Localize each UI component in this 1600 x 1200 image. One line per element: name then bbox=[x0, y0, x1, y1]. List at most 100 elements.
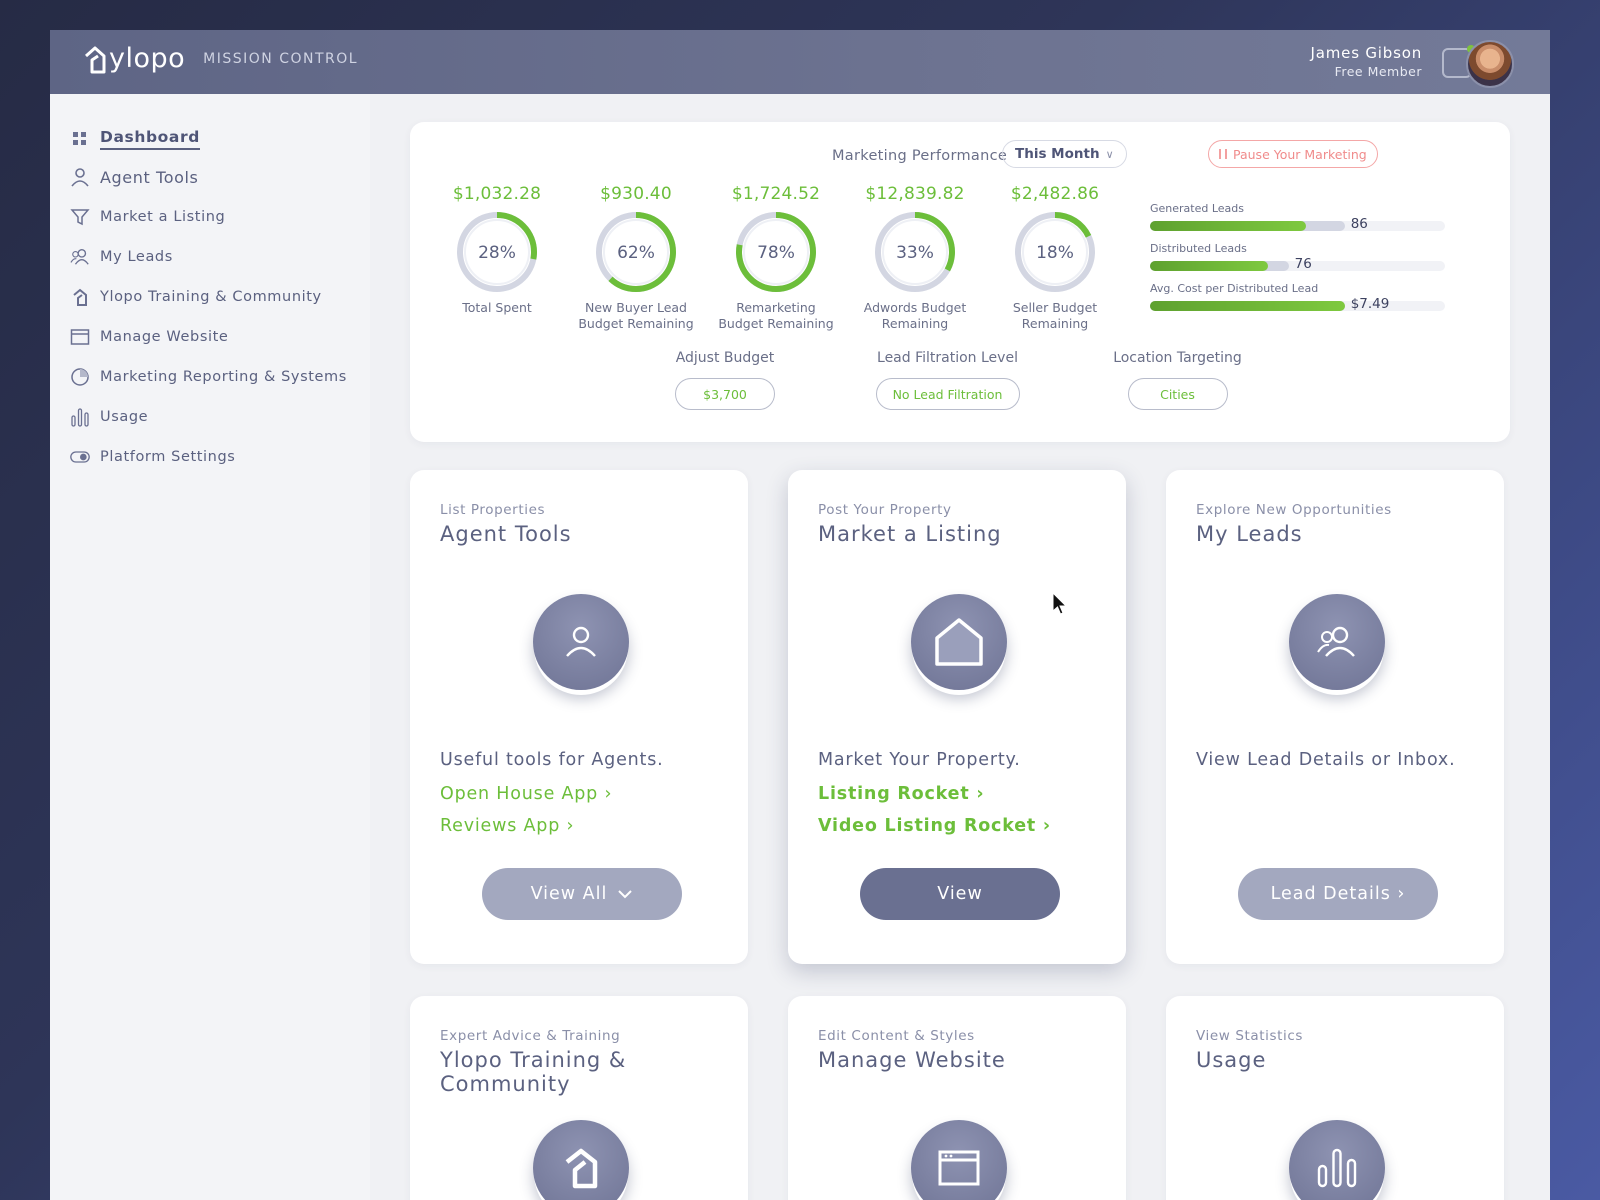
tile-title: Manage Website bbox=[818, 1048, 1006, 1072]
user-role: Free Member bbox=[1334, 64, 1422, 79]
bar-track bbox=[1150, 301, 1445, 311]
tile-manage-website: Edit Content & Styles Manage Website bbox=[788, 996, 1126, 1200]
performance-title: Marketing Performance bbox=[832, 148, 1008, 164]
gauge-percent: 28% bbox=[478, 243, 516, 263]
gauge-new-buyer-lead: $930.40 62% New Buyer Lead Budget Remaini… bbox=[566, 184, 706, 332]
gauge-remarketing: $1,724.52 78% Remarketing Budget Remainin… bbox=[706, 184, 846, 332]
lead-filtration-control: Lead Filtration Level No Lead Filtration bbox=[870, 350, 1025, 410]
bar-fill bbox=[1150, 301, 1345, 311]
tile-my-leads: Explore New Opportunities My Leads View … bbox=[1166, 470, 1504, 964]
sidebar-item-label: My Leads bbox=[100, 249, 173, 265]
gauge-ring: 78% bbox=[736, 212, 816, 292]
tile-eyebrow: Post Your Property bbox=[818, 502, 952, 518]
user-info[interactable]: James Gibson Free Member bbox=[1311, 44, 1422, 79]
control-label: Lead Filtration Level bbox=[877, 350, 1018, 366]
tile-description: Market Your Property. bbox=[818, 750, 1021, 770]
tile-eyebrow: Expert Advice & Training bbox=[440, 1028, 621, 1044]
gauge-percent: 78% bbox=[757, 243, 795, 263]
gauge-adwords: $12,839.82 33% Adwords Budget Remaining bbox=[845, 184, 985, 332]
sidebar-item-my-leads[interactable]: My Leads bbox=[70, 242, 173, 272]
bar-track bbox=[1150, 261, 1445, 271]
sidebar: Dashboard Agent Tools Market a Listing M… bbox=[50, 94, 370, 1200]
sidebar-item-agent-tools[interactable]: Agent Tools bbox=[70, 162, 198, 192]
control-label: Location Targeting bbox=[1113, 350, 1242, 366]
bar-fill bbox=[1150, 221, 1307, 231]
users-icon[interactable] bbox=[1289, 594, 1385, 690]
sidebar-item-label: Agent Tools bbox=[100, 167, 199, 187]
bar-chart-icon[interactable] bbox=[1289, 1120, 1385, 1200]
sidebar-item-platform-settings[interactable]: Platform Settings bbox=[70, 442, 235, 472]
sidebar-item-market-listing[interactable]: Market a Listing bbox=[70, 202, 225, 232]
tile-usage: View Statistics Usage bbox=[1166, 996, 1504, 1200]
sidebar-item-manage-website[interactable]: Manage Website bbox=[70, 322, 228, 352]
gauge-amount: $1,724.52 bbox=[731, 184, 821, 204]
avg-cost-bar: Avg. Cost per Distributed Lead $7.49 bbox=[1150, 282, 1450, 322]
tile-eyebrow: Edit Content & Styles bbox=[818, 1028, 975, 1044]
bar-value: $7.49 bbox=[1350, 296, 1390, 312]
tile-agent-tools: List Properties Agent Tools Useful tools… bbox=[410, 470, 748, 964]
gauge-percent: 62% bbox=[617, 243, 655, 263]
sidebar-item-label: Usage bbox=[100, 409, 149, 425]
ylopo-logo-icon bbox=[70, 287, 90, 307]
tile-title: Agent Tools bbox=[440, 522, 572, 546]
sidebar-item-training[interactable]: Ylopo Training & Community bbox=[70, 282, 322, 312]
adjust-budget-button[interactable]: $3,700 bbox=[675, 378, 775, 410]
bar-track bbox=[1150, 221, 1445, 231]
bar-label: Distributed Leads bbox=[1150, 242, 1247, 255]
tile-title: Ylopo Training & Community bbox=[440, 1048, 627, 1096]
gauge-seller: $2,482.86 18% Seller Budget Remaining bbox=[985, 184, 1125, 332]
user-icon bbox=[70, 167, 90, 187]
bar-chart-icon bbox=[70, 407, 90, 427]
button-label: Lead Details › bbox=[1270, 884, 1406, 904]
ylopo-logo-icon bbox=[85, 46, 106, 74]
location-targeting-button[interactable]: Cities bbox=[1127, 378, 1228, 410]
sidebar-item-label: Platform Settings bbox=[100, 449, 236, 465]
tile-title: Usage bbox=[1196, 1048, 1267, 1072]
user-name: James Gibson bbox=[1310, 44, 1422, 62]
location-targeting-control: Location Targeting Cities bbox=[1110, 350, 1245, 410]
listing-rocket-link[interactable]: Listing Rocket › bbox=[818, 784, 985, 804]
adjust-budget-control: Adjust Budget $3,700 bbox=[675, 350, 775, 410]
sidebar-item-reporting[interactable]: Marketing Reporting & Systems bbox=[70, 362, 347, 392]
bar-label: Avg. Cost per Distributed Lead bbox=[1150, 282, 1319, 295]
pause-marketing-button[interactable]: Pause Your Marketing bbox=[1208, 140, 1378, 168]
brand-name: ylopo bbox=[109, 43, 186, 74]
browser-window-icon bbox=[70, 327, 90, 347]
sidebar-item-label: Dashboard bbox=[100, 128, 200, 150]
lead-details-button[interactable]: Lead Details › bbox=[1238, 868, 1438, 920]
gauge-total-spent: $1,032.28 28% Total Spent bbox=[427, 184, 567, 316]
sidebar-item-dashboard[interactable]: Dashboard bbox=[70, 124, 200, 154]
period-dropdown[interactable]: This Month ∨ bbox=[1002, 140, 1127, 168]
lead-filtration-button[interactable]: No Lead Filtration bbox=[875, 378, 1020, 410]
view-button[interactable]: View bbox=[860, 868, 1060, 920]
grid-icon bbox=[70, 129, 90, 149]
browser-window-icon[interactable] bbox=[911, 1120, 1007, 1200]
control-label: Adjust Budget bbox=[675, 350, 775, 366]
user-icon[interactable] bbox=[533, 594, 629, 690]
tile-title: My Leads bbox=[1196, 522, 1303, 546]
reviews-app-link[interactable]: Reviews App › bbox=[440, 816, 575, 836]
sidebar-item-usage[interactable]: Usage bbox=[70, 402, 148, 432]
pie-chart-icon bbox=[70, 367, 90, 387]
brand-logo[interactable]: ylopo MISSION CONTROL bbox=[84, 44, 358, 74]
sidebar-item-label: Ylopo Training & Community bbox=[100, 289, 322, 305]
gauge-ring: 33% bbox=[875, 212, 955, 292]
brand-subtitle: MISSION CONTROL bbox=[203, 51, 359, 67]
bar-value: 86 bbox=[1350, 216, 1368, 232]
gauge-caption: Adwords Budget Remaining bbox=[863, 300, 967, 331]
gauge-amount: $930.40 bbox=[600, 184, 672, 204]
sidebar-item-label: Manage Website bbox=[100, 329, 229, 345]
gauge-caption: Total Spent bbox=[462, 300, 532, 315]
video-listing-rocket-link[interactable]: Video Listing Rocket › bbox=[818, 816, 1051, 836]
gauge-percent: 18% bbox=[1036, 243, 1074, 263]
open-house-app-link[interactable]: Open House App › bbox=[440, 784, 613, 804]
view-all-button[interactable]: View All bbox=[482, 868, 682, 920]
tile-training: Expert Advice & Training Ylopo Training … bbox=[410, 996, 748, 1200]
gauge-amount: $1,032.28 bbox=[452, 184, 542, 204]
ylopo-logo-icon[interactable] bbox=[533, 1120, 629, 1200]
tile-description: Useful tools for Agents. bbox=[440, 750, 664, 770]
avatar[interactable] bbox=[1466, 40, 1514, 88]
chevron-down-icon: ∨ bbox=[1105, 147, 1114, 161]
marketing-performance-card: Marketing Performance This Month ∨ Pause… bbox=[410, 122, 1510, 442]
house-icon[interactable] bbox=[911, 594, 1007, 690]
